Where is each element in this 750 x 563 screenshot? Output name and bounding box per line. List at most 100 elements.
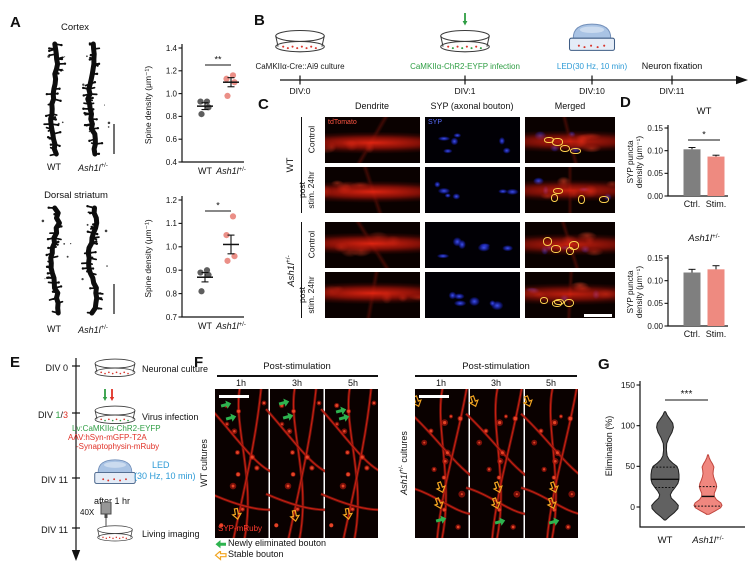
div13-red: 3 (62, 410, 68, 420)
div10-label: DIV:10 (579, 86, 605, 96)
div0-label: DIV:0 (289, 86, 311, 96)
svg-text:Spine density (μm⁻¹): Spine density (μm⁻¹) (143, 66, 153, 145)
panel-label-e: E (10, 354, 21, 371)
e-led-params: (30 Hz, 10 min) (134, 471, 196, 481)
svg-text:0.15: 0.15 (647, 254, 663, 263)
post-stim-header-right: Post-stimulation (462, 361, 530, 372)
infection-dish-icon (440, 30, 490, 53)
panel-label-f: F (194, 354, 204, 371)
cortex-spine-density-chart: 0.4 0.6 0.8 1.0 1.2 1.4 Spine density (μm⁻¹) WT… (143, 44, 246, 176)
header-rule-right (415, 375, 577, 377)
svg-text:0.05: 0.05 (647, 299, 663, 308)
syp-density-chart-wt: WT 0.00 0.05 0.10 0.15 SYP puncta density (μm⁻… (626, 106, 728, 209)
bouton-outline-mark (550, 245, 561, 253)
led-stimulator-icon (568, 23, 616, 51)
lv-construct-note: Lv:CaMKIIα-ChR2-EYFP (72, 424, 161, 433)
step-led-label: LED(30 Hz, 10 min) (556, 62, 628, 71)
svg-text:1.2: 1.2 (166, 196, 178, 205)
microscope-objective-icon (100, 502, 112, 526)
svg-text:WT: WT (697, 106, 712, 117)
svg-text:50: 50 (626, 461, 636, 471)
svg-text:0.10: 0.10 (647, 146, 663, 155)
bouton-outline-mark (552, 188, 563, 195)
led-stimulator-icon-e (94, 459, 136, 484)
legend-eliminated-label: Newly eliminated bouton (228, 538, 327, 548)
col-header-syp: SYP (axonal bouton) (430, 101, 514, 111)
svg-text:Ash1l+/-: Ash1l+/- (691, 535, 723, 546)
ash-sup: +/- (398, 465, 405, 473)
bouton-outline-mark (542, 237, 553, 247)
svg-text:*: * (702, 130, 706, 140)
svg-text:0.4: 0.4 (166, 158, 178, 167)
tp-1h-right: 1h (435, 378, 446, 388)
svg-text:1.4: 1.4 (166, 44, 178, 53)
micrograph-dendrite-row3 (325, 222, 420, 268)
svg-text:0.15: 0.15 (647, 124, 663, 133)
panel-label-a: A (10, 14, 21, 31)
svg-text:density (μm⁻¹): density (μm⁻¹) (635, 266, 644, 319)
micrograph-syp-row4 (425, 272, 520, 318)
bouton-outline-mark (559, 144, 570, 153)
bouton-outline-mark (570, 147, 582, 154)
svg-text:Ash1l+/-: Ash1l+/- (215, 166, 246, 176)
cortex-ash-label: Ash1l+/- (70, 162, 116, 173)
neuronal-culture-dish-icon (94, 358, 136, 377)
svg-text:1.0: 1.0 (166, 243, 178, 252)
tp-1h-left: 1h (235, 378, 246, 388)
timeline-arrow (280, 75, 748, 85)
striatum-spine-density-chart: 0.7 0.8 0.9 1.0 1.1 1.2 Spine density (μm⁻¹) WT… (143, 196, 246, 331)
cortex-title: Cortex (61, 22, 89, 33)
svg-text:Ctrl.: Ctrl. (684, 329, 701, 339)
micrograph-syp-row2 (425, 167, 520, 213)
syp-density-chart-ash: Ash1l+/- 0.00 0.05 0.10 0.15 SYP puncta densit… (626, 233, 728, 339)
ash-sup: +/- (100, 324, 108, 331)
ash-cultures-label: Ash1l+/- cultures (398, 417, 411, 509)
svg-text:Elimination (%): Elimination (%) (604, 416, 614, 477)
virus-infection-dish-icon (94, 405, 136, 424)
micrograph-dendrite-row1 (325, 117, 420, 163)
svg-text:***: *** (681, 389, 693, 400)
row-control-label-ash: Control (306, 230, 317, 259)
ash-italic: Ash1l (78, 325, 101, 335)
objective-40x-label: 40X (80, 508, 95, 517)
tp-5h-right: 5h (545, 378, 556, 388)
svg-text:density (μm⁻¹): density (μm⁻¹) (635, 136, 644, 189)
syp-mruby-tag: SYP-mRuby (218, 524, 263, 533)
ash-italic: Ash1l (78, 163, 101, 173)
svg-text:150: 150 (621, 380, 635, 390)
e-div11a-label: DIV 11 (41, 475, 68, 485)
bouton-outline-mark (577, 195, 585, 204)
virus-infection-label: Virus infection (142, 412, 199, 422)
bouton-outline-mark (539, 297, 548, 305)
micrograph-merged-row4 (525, 272, 615, 318)
scale-bar-c (584, 314, 612, 317)
vertical-timeline-arrow (71, 358, 81, 561)
svg-text:WT: WT (198, 166, 212, 176)
ash-sup: +/- (100, 162, 108, 169)
tp-3h-left: 3h (291, 378, 302, 388)
micrograph-merged-row1 (525, 117, 615, 163)
micrograph-dendrite-row4 (325, 272, 420, 318)
header-rule-left (217, 375, 378, 377)
after-1hr-label: after 1 hr (94, 496, 131, 506)
svg-text:SYP puncta: SYP puncta (626, 270, 635, 314)
infection-dropper-icon (462, 13, 468, 26)
svg-text:0.6: 0.6 (166, 135, 178, 144)
svg-text:1.0: 1.0 (166, 89, 178, 98)
div13-slash: / (60, 410, 63, 420)
div11-label: DIV:11 (659, 86, 685, 96)
micrograph-syp-row1 (425, 117, 520, 163)
panel-label-b: B (254, 12, 265, 29)
cortex-wt-label: WT (47, 162, 61, 172)
svg-text:0.00: 0.00 (647, 322, 663, 331)
row-post-line2: stim. 24hr (305, 276, 316, 314)
row-post-line2: stim. 24hr (305, 171, 316, 209)
svg-text:0: 0 (630, 502, 635, 512)
striatum-dendrite-micrographs (41, 204, 115, 316)
living-imaging-dish-icon (97, 525, 133, 542)
col-header-merged: Merged (554, 101, 586, 111)
svg-text:100: 100 (621, 420, 635, 430)
living-imaging-label: Living imaging (142, 529, 200, 539)
cultures-suffix: cultures (399, 431, 409, 466)
